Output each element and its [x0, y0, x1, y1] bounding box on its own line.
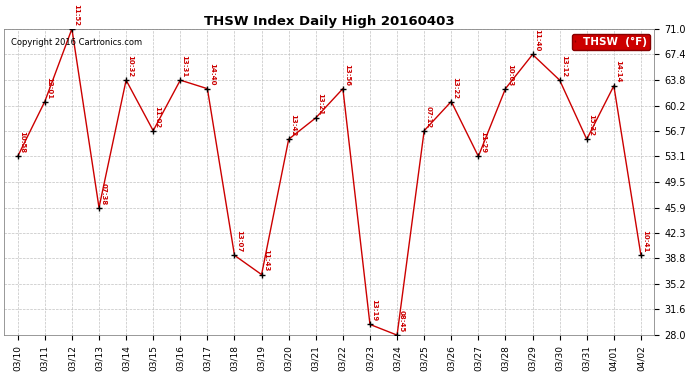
Text: 07:12: 07:12	[426, 106, 431, 128]
Text: 13:22: 13:22	[453, 76, 459, 99]
Text: 14:14: 14:14	[615, 60, 621, 83]
Text: 14:40: 14:40	[209, 63, 215, 86]
Text: 07:38: 07:38	[100, 183, 106, 205]
Text: 11:52: 11:52	[73, 4, 79, 26]
Text: Copyright 2016 Cartronics.com: Copyright 2016 Cartronics.com	[10, 38, 141, 47]
Legend: THSW  (°F): THSW (°F)	[572, 34, 649, 50]
Text: 10:41: 10:41	[642, 230, 649, 252]
Text: 11:43: 11:43	[263, 249, 269, 272]
Text: 12:01: 12:01	[46, 76, 52, 99]
Text: 10:03: 10:03	[507, 64, 513, 86]
Text: 11:40: 11:40	[534, 29, 540, 52]
Text: 08:45: 08:45	[398, 310, 404, 332]
Text: 13:12: 13:12	[561, 55, 567, 77]
Text: 13:42: 13:42	[290, 114, 296, 136]
Text: 11:29: 11:29	[480, 131, 486, 153]
Text: 10:58: 10:58	[19, 131, 25, 153]
Text: 13:21: 13:21	[317, 93, 323, 115]
Text: 13:19: 13:19	[371, 299, 377, 322]
Text: 13:07: 13:07	[236, 230, 241, 252]
Text: 11:02: 11:02	[155, 106, 161, 128]
Text: 13:56: 13:56	[344, 64, 351, 86]
Title: THSW Index Daily High 20160403: THSW Index Daily High 20160403	[204, 15, 455, 28]
Text: 13:31: 13:31	[181, 55, 188, 77]
Text: 15:32: 15:32	[588, 114, 594, 136]
Text: 10:32: 10:32	[128, 55, 133, 77]
